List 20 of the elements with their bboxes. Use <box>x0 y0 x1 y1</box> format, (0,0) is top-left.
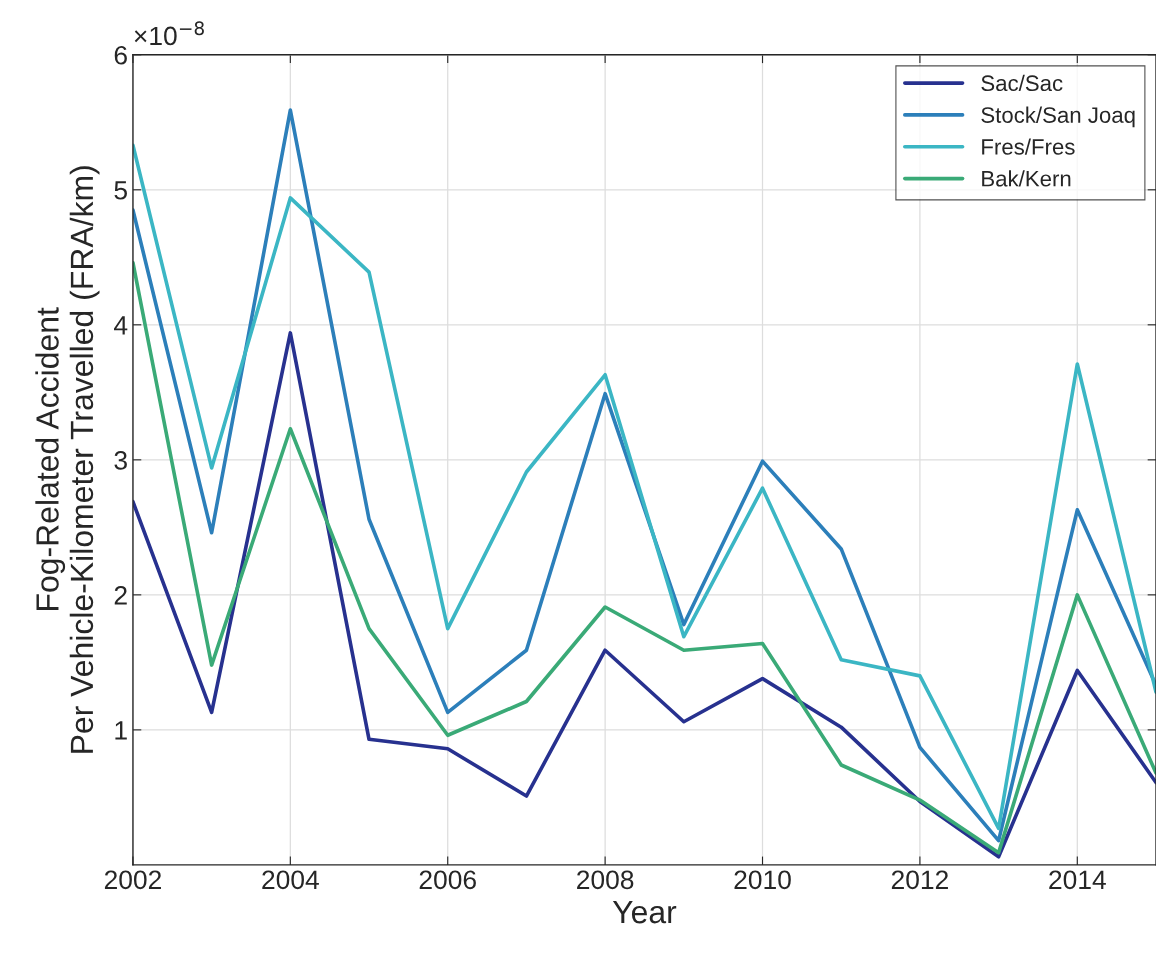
y-tick-label: 1 <box>115 721 127 740</box>
x-tick-label: 2006 <box>419 870 476 890</box>
y-axis-title: Fog-Related Accident Per Vehicle-Kilometer Travelled (FRA/km) <box>35 166 100 753</box>
y-tick-label: 6 <box>114 45 127 65</box>
legend-label: Bak/Kern <box>982 170 1071 187</box>
x-tick-label: 2002 <box>104 870 161 890</box>
y-tick-label: 5 <box>114 181 127 200</box>
x-tick-label: 2004 <box>262 870 319 890</box>
x-tick-label: 2012 <box>891 870 948 890</box>
legend-label: Fres/Fres <box>982 138 1075 155</box>
x-tick-label: 2010 <box>734 870 791 890</box>
x-axis-title: Year <box>612 901 677 924</box>
text: ×10$^{−8}$ <box>134 21 204 46</box>
x-tick-label: 2008 <box>577 870 634 890</box>
y-tick-label: 2 <box>114 585 127 605</box>
legend-label: Sac/Sac <box>981 74 1063 92</box>
y-tick-label: 3 <box>114 450 127 470</box>
legend-label: Stock/San Joaq <box>981 106 1135 128</box>
x-tick-label: 2014 <box>1049 870 1106 890</box>
y-tick-label: 4 <box>114 316 128 335</box>
